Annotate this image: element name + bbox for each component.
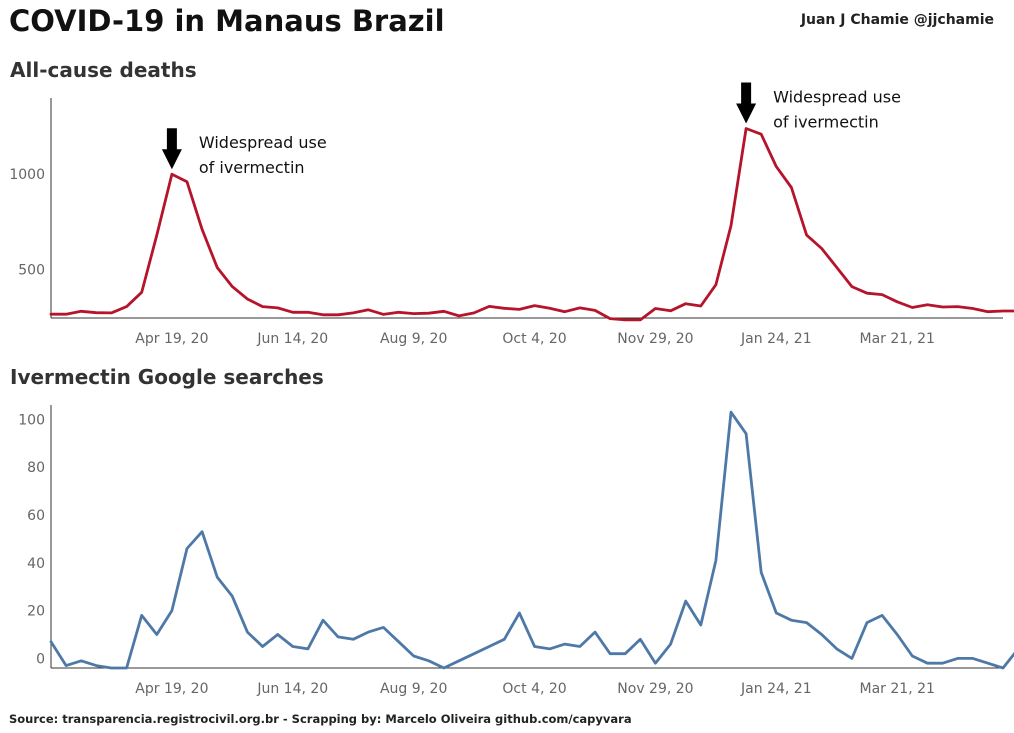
chart-title: COVID-19 in Manaus Brazil <box>9 4 445 38</box>
searches-y-tick-label: 20 <box>27 604 45 620</box>
source-footer: Source: transparencia.registrocivil.org.… <box>9 712 632 726</box>
searches-y-tick-label: 60 <box>27 508 45 524</box>
searches-series-line <box>49 410 1014 670</box>
searches-x-tick-label: Jun 14, 20 <box>256 681 328 697</box>
deaths-x-tick-label: Nov 29, 20 <box>617 331 693 347</box>
annotation-label: Widespread use <box>199 133 327 152</box>
deaths-x-tick-label: Jan 24, 21 <box>740 331 812 347</box>
deaths-y-tick-label: 1000 <box>9 167 45 183</box>
searches-x-tick-label: Nov 29, 20 <box>617 681 693 697</box>
deaths-x-tick-label: Jun 14, 20 <box>256 331 328 347</box>
searches-y-tick-label: 100 <box>18 412 45 428</box>
searches-x-tick-label: Apr 19, 20 <box>135 681 208 697</box>
annotation-arrow-icon <box>161 128 182 170</box>
searches-y-tick-label: 0 <box>36 651 45 667</box>
author-credit: Juan J Chamie @jjchamie <box>800 12 994 28</box>
deaths-x-tick-label: Mar 21, 21 <box>860 331 935 347</box>
deaths-x-tick-label: Oct 4, 20 <box>502 331 566 347</box>
deaths-chart-title: All-cause deaths <box>10 58 197 82</box>
deaths-y-tick-label: 500 <box>18 262 45 278</box>
deaths-x-tick-label: Aug 9, 20 <box>380 331 447 347</box>
searches-y-tick-label: 40 <box>27 556 45 572</box>
searches-x-tick-label: Mar 21, 21 <box>860 681 935 697</box>
searches-x-tick-label: Aug 9, 20 <box>380 681 447 697</box>
deaths-x-tick-label: Apr 19, 20 <box>135 331 208 347</box>
deaths-series-line <box>49 127 1014 322</box>
searches-chart-title: Ivermectin Google searches <box>10 365 324 389</box>
annotation-label: of ivermectin <box>773 112 879 131</box>
searches-x-tick-label: Oct 4, 20 <box>502 681 566 697</box>
annotation-arrow-icon <box>736 82 757 124</box>
annotation-label: of ivermectin <box>199 158 305 177</box>
annotation-label: Widespread use <box>773 87 901 106</box>
searches-y-tick-label: 80 <box>27 460 45 476</box>
searches-x-tick-label: Jan 24, 21 <box>740 681 812 697</box>
